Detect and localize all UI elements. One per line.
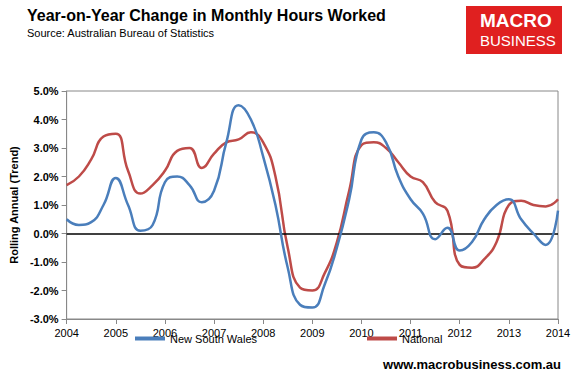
svg-text:4.0%: 4.0% (34, 114, 59, 126)
svg-text:1.0%: 1.0% (34, 199, 59, 211)
svg-text:National: National (402, 333, 442, 345)
svg-text:www.macrobusiness.com.au: www.macrobusiness.com.au (382, 357, 561, 372)
svg-text:BUSINESS: BUSINESS (480, 32, 556, 49)
svg-text:2009: 2009 (300, 327, 324, 339)
svg-text:2010: 2010 (349, 326, 374, 339)
svg-text:2014: 2014 (546, 327, 570, 339)
svg-text:-2.0%: -2.0% (30, 285, 59, 297)
svg-text:2008: 2008 (250, 326, 276, 339)
svg-text:2.0%: 2.0% (34, 171, 59, 183)
svg-text:2004: 2004 (54, 327, 78, 339)
svg-text:Rolling Annual (Trend): Rolling Annual (Trend) (8, 146, 20, 264)
svg-text:3.0%: 3.0% (34, 142, 59, 154)
svg-text:Source: Australian Bureau of S: Source: Australian Bureau of Statistics (27, 27, 215, 39)
svg-text:2005: 2005 (104, 327, 128, 339)
svg-text:New South Wales: New South Wales (170, 333, 258, 345)
svg-text:MACRO: MACRO (480, 10, 552, 31)
svg-text:-1.0%: -1.0% (30, 256, 59, 268)
svg-text:5.0%: 5.0% (34, 85, 59, 97)
svg-text:-3.0%: -3.0% (30, 313, 59, 325)
svg-text:Year-on-Year Change in Monthly: Year-on-Year Change in Monthly Hours Wor… (27, 7, 386, 24)
svg-text:2012: 2012 (447, 327, 471, 339)
svg-text:2013: 2013 (497, 327, 521, 339)
svg-text:0.0%: 0.0% (34, 228, 59, 240)
